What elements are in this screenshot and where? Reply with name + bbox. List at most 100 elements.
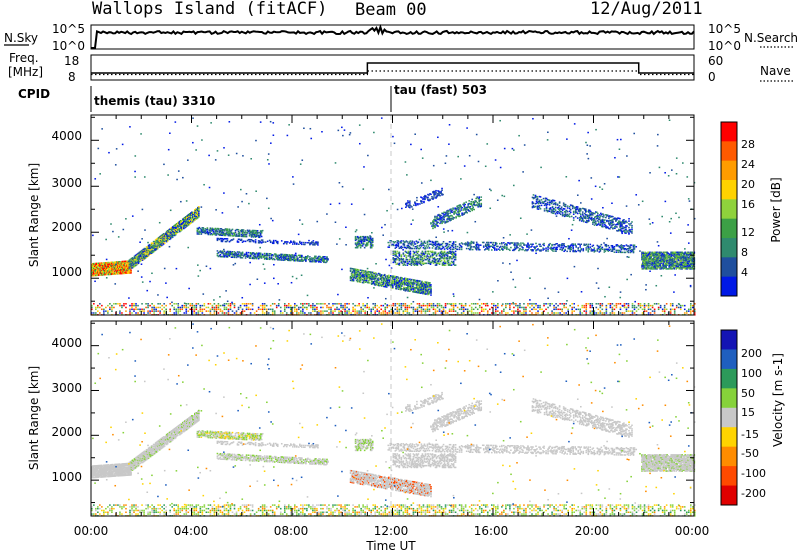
power-pixel [235,235,238,237]
power-pixel [421,285,423,287]
power-pixel [165,230,168,233]
power-pixel [456,248,459,251]
power-pixel [197,207,199,210]
power-pixel [125,268,127,271]
power-pixel [425,283,427,285]
power-pixel [223,253,226,255]
power-pixel [391,284,394,287]
power-pixel [373,283,376,285]
power-pixel [370,271,373,274]
power-pixel [383,279,386,281]
power-pixel [150,246,153,248]
power-pixel [229,234,232,236]
power-pixel [110,270,112,273]
power-pixel [99,267,101,269]
power-pixel [108,263,110,266]
power-pixel [424,291,426,293]
power-pixel [225,253,228,255]
power-pixel [150,252,153,254]
power-pixel [451,215,453,217]
power-pixel [189,221,192,223]
power-pixel [371,277,374,279]
power-pixel [398,286,400,289]
power-pixel [156,244,159,246]
power-pixel [357,273,360,276]
power-pixel [376,279,379,282]
power-pixel [480,196,483,198]
power-pixel [270,254,273,256]
power-pixel [374,275,377,278]
power-pixel [142,250,145,252]
power-pixel [585,210,588,213]
power-pixel [265,253,268,256]
power-pixel [194,216,196,219]
power-pixel [272,255,275,257]
power-pixel [417,256,420,258]
power-pixel [378,274,381,277]
power-pixel [210,230,213,232]
power-pixel [206,232,209,235]
power-pixel [631,226,633,229]
power-pixel [402,280,404,283]
power-pixel [187,220,190,222]
power-pixel [164,236,167,238]
power-pixel [198,214,200,216]
power-pixel [215,230,218,233]
power-pixel [554,202,557,204]
power-pixel [438,193,440,195]
power-pixel [392,257,395,259]
power-pixel [160,239,163,241]
power-pixel [239,254,242,256]
power-pixel [192,217,194,219]
power-pixel [323,261,325,264]
power-pixel [458,246,461,249]
power-pixel [95,269,97,271]
power-pixel [418,290,420,292]
power-pixel [404,280,406,282]
power-pixel [117,269,119,271]
power-pixel [366,277,369,279]
power-pixel [253,234,256,236]
power-pixel [257,256,260,258]
freq-tick-top: 18 [64,54,79,68]
power-pixel [204,232,207,235]
power-pixel [133,257,136,259]
power-pixel [227,252,230,255]
power-pixel [260,231,263,233]
power-pixel [562,246,564,249]
power-pixel [251,239,254,242]
power-pixel [375,283,378,285]
power-pixel [366,238,369,241]
power-pixel [396,250,399,253]
power-pixel [113,262,115,264]
power-pixel [393,277,395,279]
power-pixel [369,271,372,273]
power-pixel [197,213,199,215]
power-pixel [423,287,425,290]
power-pixel [459,204,461,206]
power-pixel [255,230,258,233]
power-pixel [202,230,205,233]
power-pixel [101,271,103,274]
power-pixel [117,262,119,265]
power-pixel [137,261,140,264]
power-pixel [396,282,398,285]
power-pixel [177,221,180,224]
power-pixel [401,277,403,279]
power-pixel [397,284,399,287]
power-pixel [161,234,164,237]
power-pixel [214,229,217,232]
power-pixel [103,274,105,276]
power-pixel [257,253,260,255]
power-pixel [524,244,526,246]
power-pixel [354,238,357,241]
power-pixel [357,240,360,243]
power-pixel [380,274,383,276]
power-pixel [137,253,140,255]
power-pixel [241,252,244,254]
power-pixel [401,283,403,285]
power-pixel [248,238,251,241]
power-pixel [142,257,145,260]
power-pixel [104,264,106,267]
power-pixel [404,284,406,286]
